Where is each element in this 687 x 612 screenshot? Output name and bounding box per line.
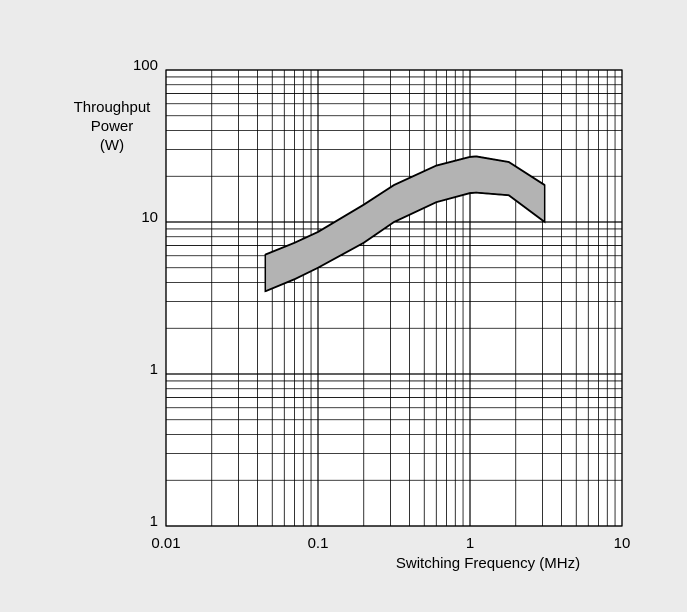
y-axis-label: Power (91, 118, 134, 135)
y-tick-label: 10 (141, 209, 158, 226)
y-tick-label: 1 (150, 361, 158, 378)
upper-line (264, 155, 546, 256)
x-axis-label: Switching Frequency (MHz) (396, 555, 580, 572)
x-tick-label: 0.01 (151, 535, 180, 552)
x-tick-label: 10 (614, 535, 631, 552)
plot-area (165, 69, 623, 527)
x-tick-label: 1 (466, 535, 474, 552)
lower-line (264, 191, 546, 293)
y-axis-label: Throughput (74, 99, 152, 116)
y-tick-label: 100 (133, 57, 158, 74)
x-tick-label: 0.1 (308, 535, 329, 552)
y-axis-label: (W) (100, 137, 124, 154)
y-tick-label: 1 (150, 513, 158, 530)
